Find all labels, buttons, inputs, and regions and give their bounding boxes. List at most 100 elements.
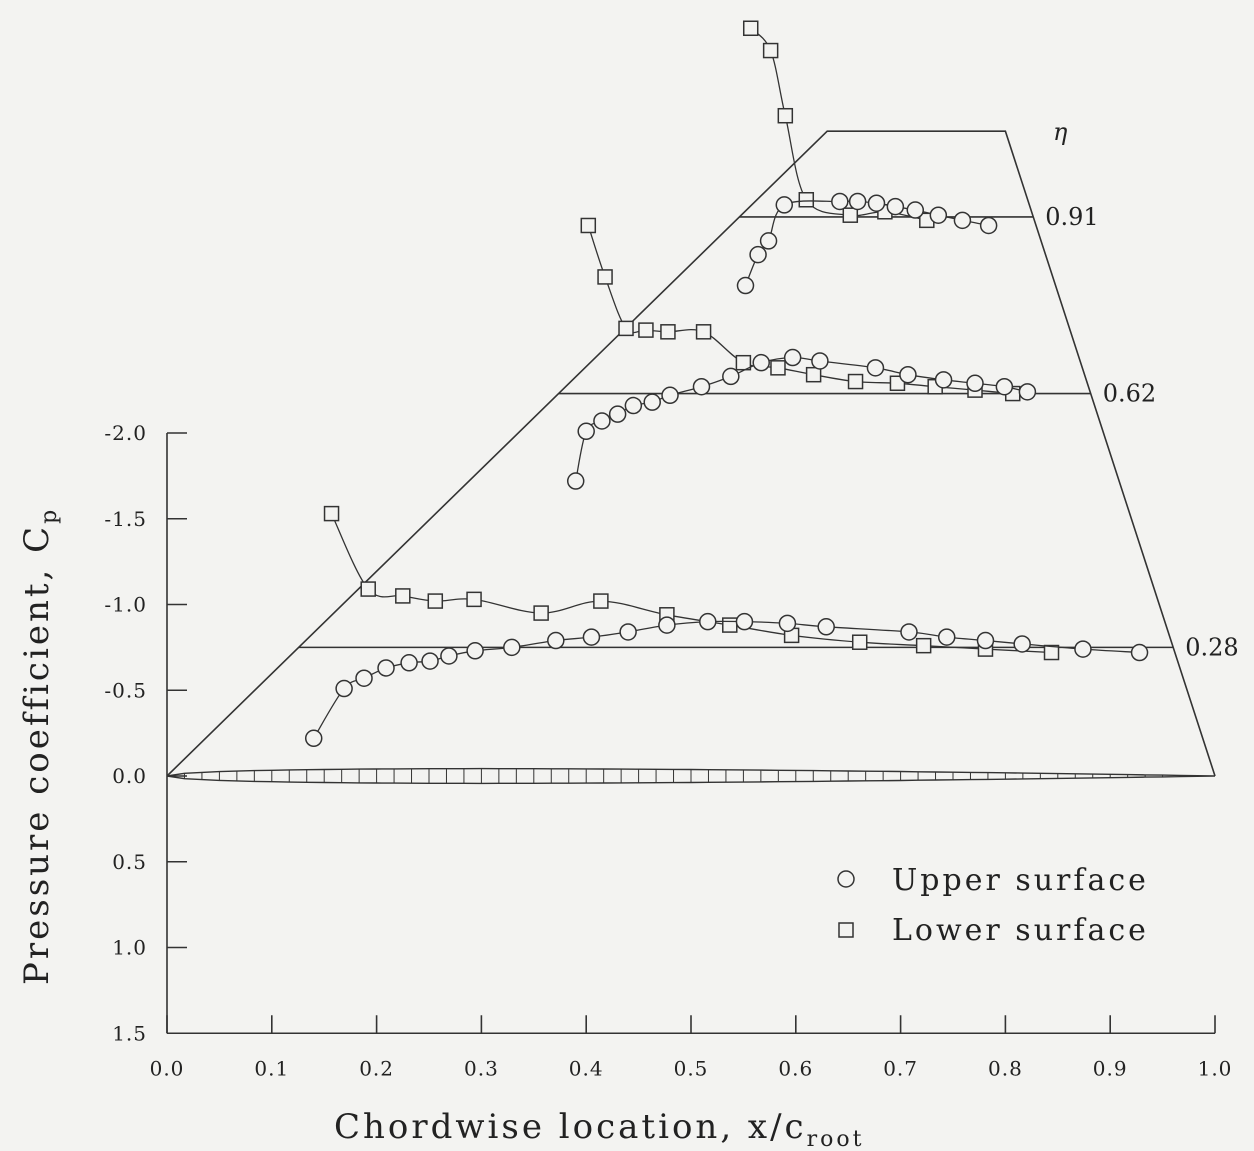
point-upper-0.62 [608,405,627,423]
pressure-series [304,20,1149,748]
point-upper-0.62 [692,377,711,396]
point-lower-0.28 [915,637,932,654]
y-tick-label: -1.0 [104,593,147,617]
point-lower-0.28 [1043,644,1060,661]
point-lower-0.28 [593,593,609,609]
point-lower-0.62 [695,324,712,340]
station-label-0.91: 0.91 [1045,203,1098,231]
point-upper-0.91 [736,276,755,295]
curve-lower-0.62 [587,225,1013,395]
point-lower-0.62 [805,366,822,383]
y-tick-label: 1.5 [112,1021,147,1045]
airfoil-section [166,767,1216,785]
point-upper-0.62 [1018,383,1037,401]
y-axis-title: Pressure coefficient, Cp [17,507,62,985]
point-upper-0.28 [778,614,797,633]
point-upper-0.28 [658,616,676,634]
point-lower-0.62 [638,322,654,338]
point-upper-0.62 [899,365,917,384]
point-lower-0.28 [395,588,411,604]
x-axis-title: Chordwise location, x/croot [334,1107,864,1151]
point-lower-0.91 [742,20,759,37]
point-upper-0.28 [400,654,418,672]
y-tick-label: -1.5 [104,507,147,531]
point-lower-0.62 [660,324,676,340]
point-lower-0.28 [851,634,868,650]
y-tick-label: 1.0 [112,936,147,960]
legend-lower-label: Lower surface [892,913,1149,948]
point-upper-0.62 [577,422,595,441]
x-tick-label: 1.0 [1198,1056,1233,1080]
point-upper-0.62 [661,386,679,405]
point-lower-0.62 [847,373,864,390]
point-lower-0.28 [722,617,738,633]
point-upper-0.91 [759,232,778,250]
point-upper-0.91 [886,197,905,216]
x-axis-title-subscript: root [807,1127,865,1151]
point-upper-0.62 [934,371,953,389]
x-tick-label: 0.0 [150,1056,185,1080]
station-label-0.28: 0.28 [1185,633,1238,661]
point-upper-0.28 [1130,643,1149,662]
y-tick-label: -2.0 [104,421,147,445]
point-upper-0.62 [722,367,740,386]
x-tick-label: 0.5 [674,1056,709,1080]
point-lower-0.28 [323,505,340,522]
y-tick-label: 0.5 [112,850,147,874]
point-upper-0.62 [783,348,802,367]
point-upper-0.28 [1074,640,1092,658]
point-upper-0.28 [304,729,323,748]
planform-outline [166,130,1216,777]
point-upper-0.91 [979,216,998,235]
point-upper-0.28 [817,618,835,636]
point-upper-0.28 [582,628,601,646]
point-upper-0.62 [624,396,643,415]
point-lower-0.62 [770,360,786,376]
legend-upper-marker [837,870,855,888]
curve-upper-0.62 [575,356,1028,482]
point-upper-0.28 [1013,635,1031,653]
eta-symbol: η [1053,118,1068,146]
x-tick-label: 0.9 [1093,1056,1128,1080]
point-upper-0.91 [848,192,867,211]
axes: -2.0-1.5-1.0-0.50.00.51.01.50.0 0.1 0.2 0.3… [104,421,1233,1080]
point-upper-0.91 [831,192,849,211]
point-upper-0.28 [735,612,754,631]
point-upper-0.91 [906,201,925,219]
x-tick-label: 0.4 [569,1056,604,1080]
point-lower-0.28 [533,605,549,621]
point-upper-0.62 [966,374,984,393]
point-lower-0.91 [777,107,794,124]
point-upper-0.28 [466,642,484,660]
x-tick-label: 0.3 [464,1056,499,1080]
point-upper-0.62 [866,359,885,377]
point-upper-0.62 [566,472,585,490]
legend-upper-label: Upper surface [892,863,1149,898]
wing-planform [166,130,1216,777]
point-upper-0.62 [593,412,611,430]
point-lower-0.28 [466,591,482,608]
y-tick-label: 0.0 [112,764,147,788]
point-upper-0.28 [355,669,373,687]
point-upper-0.28 [440,647,458,665]
y-axis-title-main: Pressure coefficient, C [17,524,57,985]
legend: Upper surface Lower surface [837,863,1149,948]
point-upper-0.28 [699,612,717,631]
point-lower-0.28 [427,593,444,609]
station-label-0.62: 0.62 [1103,380,1156,408]
point-upper-0.28 [421,652,439,670]
point-lower-0.62 [735,354,752,371]
point-upper-0.62 [752,353,770,372]
point-lower-0.62 [597,269,613,285]
point-upper-0.28 [547,631,565,650]
x-axis-title-main: Chordwise location, x/c [334,1107,807,1147]
point-upper-0.28 [503,638,521,657]
point-upper-0.91 [929,206,948,224]
point-upper-0.62 [995,377,1014,396]
point-upper-0.91 [867,194,886,212]
point-upper-0.28 [335,679,353,698]
x-tick-label: 0.7 [883,1056,918,1080]
point-upper-0.28 [976,631,995,650]
x-tick-label: 0.6 [778,1056,813,1080]
